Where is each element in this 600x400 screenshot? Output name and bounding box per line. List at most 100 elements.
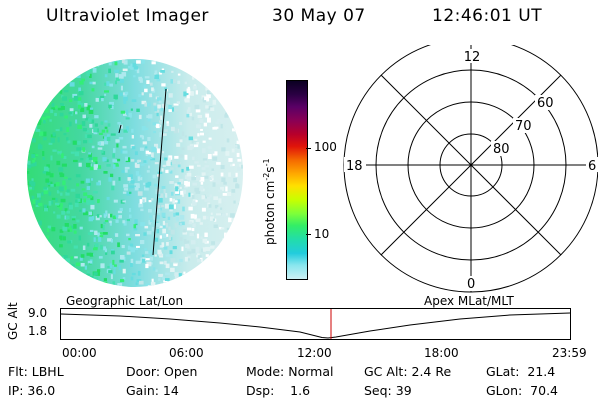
disk-pixel <box>92 191 98 194</box>
disk-pixel <box>150 254 153 257</box>
disk-pixel <box>59 202 63 207</box>
disk-pixel <box>158 273 164 278</box>
disk-pixel <box>123 188 128 191</box>
disk-pixel <box>190 240 196 245</box>
disk-pixel <box>193 73 199 78</box>
disk-pixel <box>187 107 191 112</box>
disk-pixel <box>152 289 156 293</box>
disk-pixel <box>197 133 200 137</box>
disk-pixel <box>141 59 145 64</box>
disk-pixel <box>49 271 54 277</box>
disk-pixel <box>80 285 83 287</box>
disk-pixel <box>144 76 150 79</box>
disk-pixel <box>91 145 95 149</box>
disk-pixel <box>80 263 85 267</box>
disk-pixel <box>224 114 229 118</box>
disk-pixel <box>174 183 179 188</box>
disk-pixel <box>72 289 76 293</box>
disk-pixel <box>84 265 87 270</box>
disk-pixel <box>176 143 181 147</box>
disk-pixel <box>66 189 70 193</box>
disk-pixel <box>82 114 86 119</box>
disk-pixel <box>94 64 100 67</box>
disk-pixel <box>223 197 227 202</box>
disk-pixel <box>144 248 147 251</box>
disk-pixel <box>192 85 197 90</box>
disk-pixel <box>203 59 208 62</box>
disk-pixel <box>68 62 73 65</box>
disk-pixel <box>30 69 35 74</box>
disk-pixel <box>228 158 233 162</box>
disk-pixel <box>131 99 137 102</box>
disk-pixel <box>47 228 50 232</box>
disk-pixel <box>189 165 194 169</box>
disk-pixel <box>204 281 208 284</box>
disk-pixel <box>192 76 195 80</box>
disk-pixel <box>159 120 162 124</box>
disk-pixel <box>130 276 134 281</box>
disk-pixel <box>202 148 206 154</box>
disk-pixel <box>182 206 185 212</box>
disk-pixel <box>231 189 236 193</box>
disk-pixel <box>72 217 76 221</box>
disk-pixel <box>231 148 235 153</box>
disk-pixel <box>62 96 67 101</box>
disk-pixel <box>145 150 149 154</box>
disk-pixel <box>178 154 184 158</box>
disk-pixel <box>131 146 136 150</box>
ip-status: IP: 36.0 <box>8 383 56 398</box>
disk-pixel <box>205 105 209 109</box>
disk-pixel <box>186 166 190 171</box>
disk-pixel <box>152 122 158 126</box>
disk-pixel <box>63 255 68 259</box>
disk-pixel <box>159 132 163 138</box>
disk-pixel <box>84 134 89 138</box>
disk-pixel <box>120 85 123 91</box>
disk-pixel <box>219 265 225 270</box>
disk-pixel <box>42 171 48 174</box>
disk-pixel <box>123 112 127 116</box>
disk-pixel <box>69 225 73 230</box>
disk-pixel <box>186 88 191 94</box>
disk-pixel <box>41 95 45 99</box>
disk-pixel <box>234 259 238 262</box>
disk-pixel <box>174 272 179 276</box>
disk-pixel <box>50 109 54 114</box>
disk-pixel <box>214 280 219 284</box>
disk-pixel <box>36 258 39 261</box>
disk-pixel <box>153 215 157 220</box>
disk-pixel <box>60 192 63 196</box>
disk-pixel <box>221 177 226 182</box>
disk-pixel <box>212 91 217 94</box>
disk-pixel <box>224 120 227 125</box>
disk-pixel <box>175 175 179 178</box>
mode-status: Mode: Normal <box>246 364 334 379</box>
disk-pixel <box>204 273 209 278</box>
disk-pixel <box>181 131 185 136</box>
disk-pixel <box>207 76 211 82</box>
disk-pixel <box>188 206 193 211</box>
disk-pixel <box>239 127 243 132</box>
disk-pixel <box>48 65 52 68</box>
disk-pixel <box>81 188 86 191</box>
disk-pixel <box>125 156 128 161</box>
disk-pixel <box>136 279 142 283</box>
disk-pixel <box>217 118 221 123</box>
disk-pixel <box>149 256 153 261</box>
disk-pixel <box>194 138 198 141</box>
disk-pixel <box>216 260 220 264</box>
disk-pixel <box>176 161 181 166</box>
disk-pixel <box>214 270 220 273</box>
disk-pixel <box>27 59 31 65</box>
disk-pixel <box>39 64 44 67</box>
disk-pixel <box>147 156 153 160</box>
disk-pixel <box>137 176 141 181</box>
disk-pixel <box>113 269 116 275</box>
disk-pixel <box>101 129 106 133</box>
disk-pixel <box>156 112 159 117</box>
disk-pixel <box>52 62 58 67</box>
disk-pixel <box>137 270 141 276</box>
disk-pixel <box>154 70 158 74</box>
disk-pixel <box>237 145 240 149</box>
disk-pixel <box>126 191 131 196</box>
